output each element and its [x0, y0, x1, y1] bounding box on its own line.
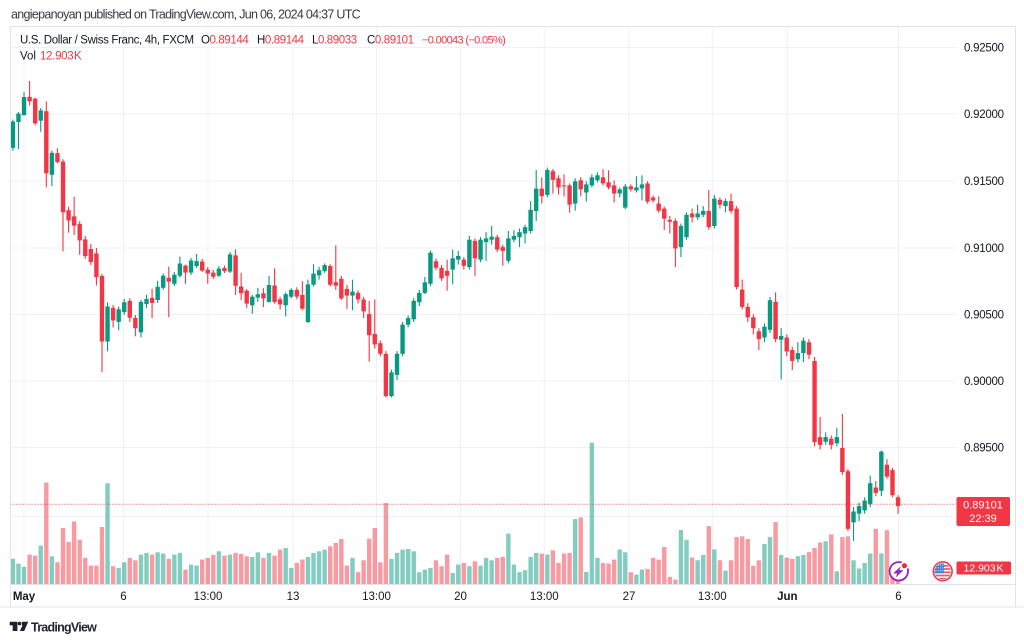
svg-text:27: 27 — [623, 591, 636, 603]
svg-text:0.91500: 0.91500 — [964, 176, 1004, 188]
svg-text:O0.89144: O0.89144 — [201, 35, 249, 47]
svg-text:0.91000: 0.91000 — [964, 243, 1004, 255]
svg-text:22:39: 22:39 — [969, 513, 997, 525]
svg-text:Jun: Jun — [777, 591, 797, 603]
svg-text:C0.89101: C0.89101 — [367, 35, 414, 47]
svg-text:H0.89144: H0.89144 — [257, 35, 305, 47]
svg-text:0.89500: 0.89500 — [964, 443, 1004, 455]
svg-text:12.903 K: 12.903 K — [40, 51, 82, 63]
svg-text:13:00: 13:00 — [698, 591, 727, 603]
svg-text:12.903 K: 12.903 K — [964, 563, 1004, 575]
svg-text:May: May — [13, 591, 36, 603]
svg-text:13:00: 13:00 — [362, 591, 391, 603]
svg-text:Vol: Vol — [20, 51, 36, 63]
svg-text:L0.89033: L0.89033 — [312, 35, 357, 47]
svg-text:13:00: 13:00 — [530, 591, 559, 603]
svg-text:6: 6 — [895, 591, 901, 603]
svg-text:0.90500: 0.90500 — [964, 310, 1004, 322]
svg-text:angiepanoyan published on Trad: angiepanoyan published on TradingView.co… — [11, 8, 361, 22]
svg-text:13: 13 — [287, 591, 300, 603]
svg-text:−0.00043 (−0.05%): −0.00043 (−0.05%) — [422, 35, 505, 47]
svg-text:20: 20 — [454, 591, 467, 603]
svg-text:0.92500: 0.92500 — [964, 43, 1004, 55]
svg-text:0.92000: 0.92000 — [964, 109, 1004, 121]
svg-text:0.89101: 0.89101 — [963, 500, 1003, 512]
svg-text:6: 6 — [120, 591, 126, 603]
svg-text:0.90000: 0.90000 — [964, 376, 1004, 388]
svg-text:U.S. Dollar / Swiss Franc, 4h,: U.S. Dollar / Swiss Franc, 4h, FXCM — [20, 35, 194, 47]
svg-text:13:00: 13:00 — [194, 591, 223, 603]
svg-text:TradingView: TradingView — [31, 621, 97, 635]
